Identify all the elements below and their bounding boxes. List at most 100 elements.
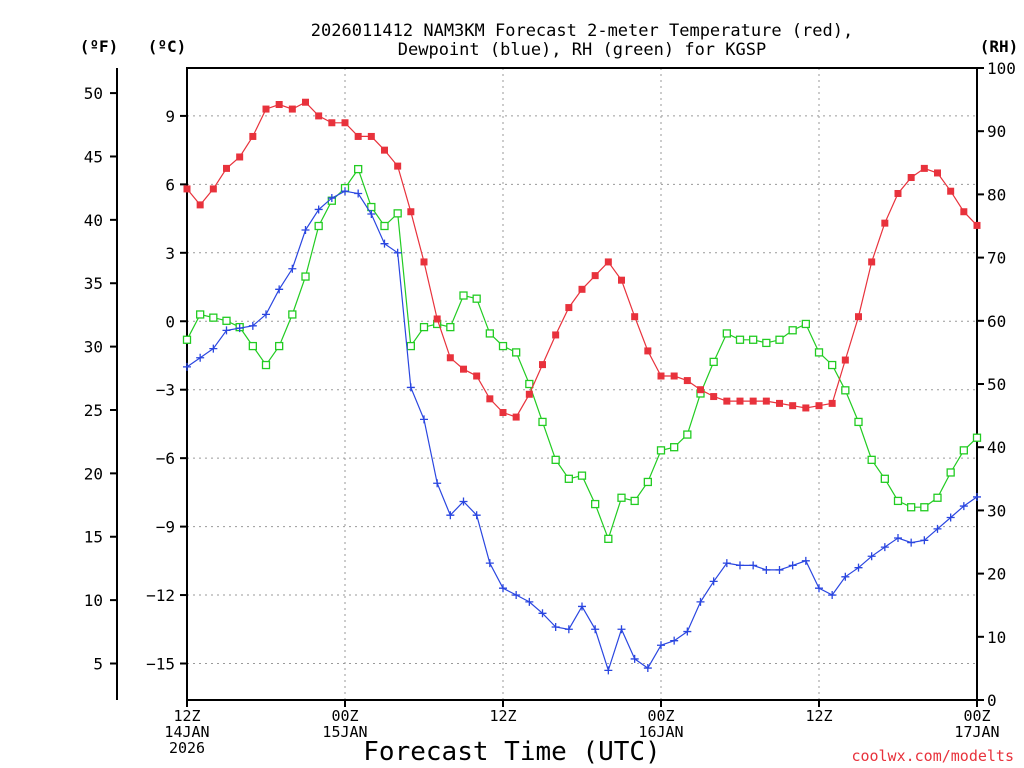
x-axis-title: Forecast Time (UTC) xyxy=(363,737,660,767)
rh-point-45 xyxy=(775,335,784,344)
celsius-tick-label-5: −6 xyxy=(156,449,175,468)
temperature-point-45 xyxy=(776,399,783,407)
temperature-point-43 xyxy=(749,397,757,405)
temperature-point-57 xyxy=(934,169,941,177)
temperature-point-50 xyxy=(841,356,849,364)
temperature-point-32 xyxy=(604,258,612,266)
rh-point-58 xyxy=(946,468,955,477)
rh-tick-label-4: 60 xyxy=(987,312,1006,331)
rh-point-18 xyxy=(419,322,429,332)
rh-point-20 xyxy=(446,322,455,332)
x-tick-label-4-line1: 12Z xyxy=(805,707,832,725)
rh-point-7 xyxy=(275,341,284,351)
temperature-point-3 xyxy=(223,164,230,172)
dewpoint-point-32 xyxy=(604,666,613,675)
dewpoint-point-24 xyxy=(499,584,507,593)
rh-tick-label-1: 90 xyxy=(987,122,1006,141)
rh-point-29 xyxy=(564,474,573,483)
dewpoint-point-47 xyxy=(801,556,810,565)
rh-point-23 xyxy=(485,329,494,338)
rh-point-13 xyxy=(354,164,363,174)
dewpoint-point-34 xyxy=(630,654,639,663)
x-tick-label-2-line1: 12Z xyxy=(489,707,516,725)
rh-point-38 xyxy=(683,430,692,439)
rh-point-24 xyxy=(498,341,508,351)
fahrenheit-tick-label-3: 35 xyxy=(84,274,103,293)
temperature-point-25 xyxy=(512,413,520,421)
rh-point-46 xyxy=(788,326,797,335)
temperature-point-20 xyxy=(446,354,454,362)
rh-point-44 xyxy=(762,338,771,348)
x-tick-label-1-line2: 15JAN xyxy=(322,723,367,741)
temperature-line xyxy=(186,101,978,418)
chart-title-line2: Dewpoint (blue), RH (green) for KGSP xyxy=(398,40,766,60)
fahrenheit-unit-label: (ºF) xyxy=(80,37,119,56)
rh-tick-label-6: 40 xyxy=(987,438,1006,457)
dewpoint-point-35 xyxy=(643,664,652,673)
chart-title-line1: 2026011412 NAM3KM Forecast 2-meter Tempe… xyxy=(311,21,853,41)
fahrenheit-tick-label-8: 10 xyxy=(84,591,103,610)
celsius-tick-label-3: 0 xyxy=(165,312,175,331)
temperature-point-41 xyxy=(723,397,731,405)
rh-point-9 xyxy=(301,272,310,281)
rh-point-25 xyxy=(512,348,521,357)
rh-point-36 xyxy=(656,446,666,455)
temperature-point-44 xyxy=(762,397,770,405)
celsius-tick-label-4: −3 xyxy=(156,381,175,400)
temperature-point-39 xyxy=(697,386,704,394)
dewpoint-point-39 xyxy=(696,597,705,606)
rh-tick-label-7: 30 xyxy=(987,501,1006,520)
rh-point-26 xyxy=(525,379,534,389)
dewpoint-point-7 xyxy=(275,285,284,294)
temperature-point-56 xyxy=(920,164,928,172)
dewpoint-point-43 xyxy=(749,561,758,570)
temperature-point-54 xyxy=(894,189,902,197)
rh-point-49 xyxy=(828,360,837,370)
dewpoint-point-30 xyxy=(578,602,586,611)
temperature-point-46 xyxy=(789,402,797,410)
temperature-point-2 xyxy=(209,185,217,193)
rh-point-22 xyxy=(472,294,481,303)
rh-point-33 xyxy=(617,493,626,502)
temperature-point-52 xyxy=(868,258,876,266)
dewpoint-point-17 xyxy=(406,383,415,392)
rh-point-48 xyxy=(814,348,824,357)
rh-point-57 xyxy=(933,493,942,502)
temperature-point-29 xyxy=(565,304,573,312)
temperature-point-59 xyxy=(960,208,968,216)
temperature-point-42 xyxy=(736,397,744,405)
rh-point-3 xyxy=(222,316,231,325)
celsius-tick-label-1: 6 xyxy=(165,175,175,194)
dewpoint-point-57 xyxy=(933,524,942,533)
dewpoint-point-21 xyxy=(459,497,468,506)
celsius-tick-label-7: −12 xyxy=(146,586,175,605)
dewpoint-series xyxy=(183,187,981,675)
rh-point-54 xyxy=(893,496,903,506)
dewpoint-point-52 xyxy=(867,552,876,561)
rh-point-6 xyxy=(261,360,271,370)
fahrenheit-tick-label-9: 5 xyxy=(93,654,103,673)
rh-point-16 xyxy=(393,209,402,218)
temperature-point-40 xyxy=(710,393,718,401)
temperature-point-18 xyxy=(420,258,428,266)
temperature-point-8 xyxy=(288,105,296,113)
dewpoint-line xyxy=(186,190,978,673)
fahrenheit-tick-label-6: 20 xyxy=(84,464,103,483)
temperature-point-12 xyxy=(341,119,349,127)
temperature-point-19 xyxy=(433,315,441,323)
dewpoint-point-6 xyxy=(262,310,270,319)
dewpoint-point-19 xyxy=(433,479,442,488)
dewpoint-point-46 xyxy=(788,561,797,570)
dewpoint-point-37 xyxy=(670,636,679,645)
celsius-tick-label-6: −9 xyxy=(156,518,175,537)
dewpoint-point-23 xyxy=(485,559,494,568)
dewpoint-point-8 xyxy=(288,264,297,273)
dewpoint-point-48 xyxy=(815,584,823,593)
dewpoint-point-11 xyxy=(327,194,336,203)
dewpoint-point-15 xyxy=(380,239,389,248)
temperature-series xyxy=(183,98,981,421)
rh-point-8 xyxy=(288,310,297,319)
temperature-point-14 xyxy=(367,132,375,140)
temperature-point-34 xyxy=(631,313,639,321)
